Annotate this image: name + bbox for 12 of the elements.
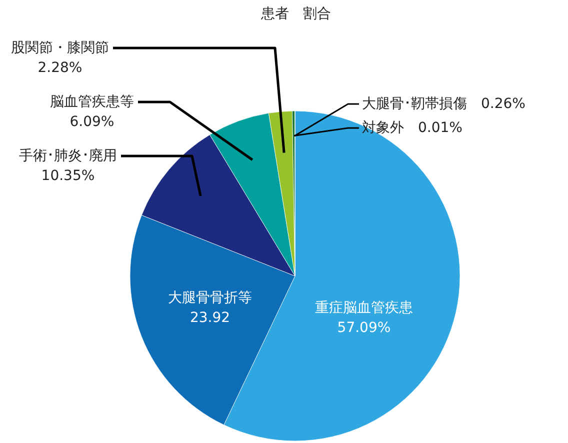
slice-label: 股関節・膝関節	[11, 40, 109, 56]
slice-label: 重症脳血管疾患	[315, 300, 413, 316]
slice-label: 脳血管疾患等	[50, 94, 134, 110]
data-label: 23.92	[190, 310, 230, 326]
chart-title: 患者 割合	[260, 6, 331, 22]
slice-label: 大腿骨骨折等	[168, 290, 252, 306]
slice-label: 大腿骨･靭帯損傷 0.26%	[362, 96, 526, 112]
data-label: 57.09%	[337, 320, 391, 336]
slice-label: 手術･肺炎･廃用	[19, 148, 117, 164]
data-label: 10.35%	[41, 168, 95, 184]
data-label: 2.28%	[38, 60, 82, 76]
data-label: 6.09%	[70, 114, 114, 130]
